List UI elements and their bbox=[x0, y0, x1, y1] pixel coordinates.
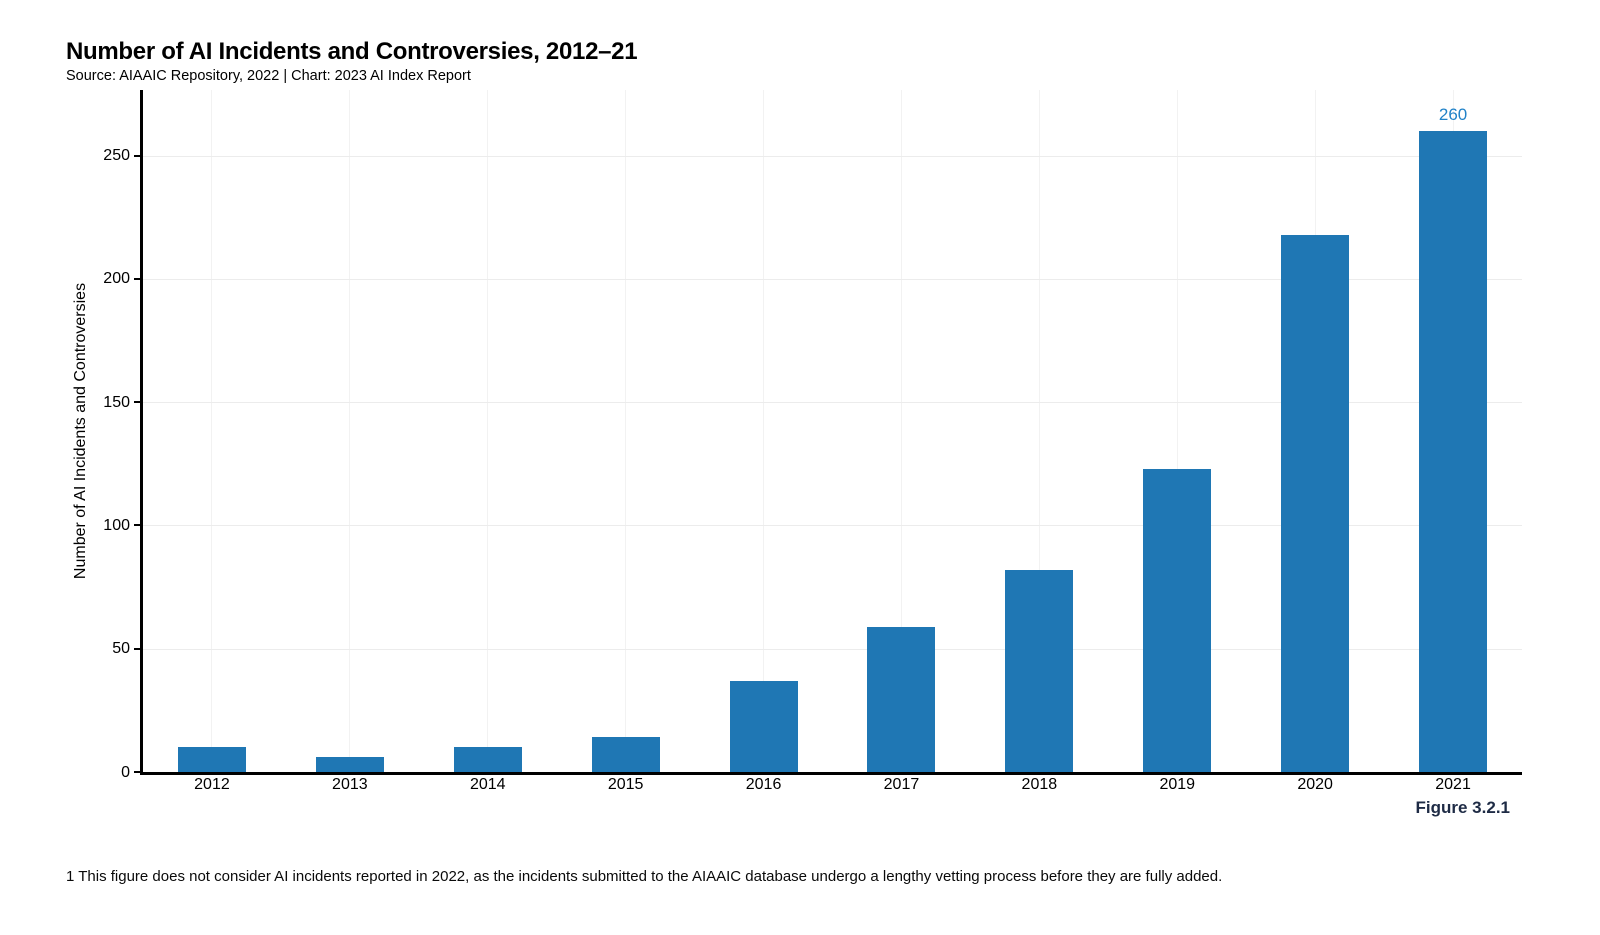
bar-2020 bbox=[1281, 234, 1350, 772]
plot-area bbox=[140, 90, 1522, 775]
y-axis-tick-label: 250 bbox=[103, 147, 130, 165]
bar-2019 bbox=[1143, 468, 1212, 772]
x-axis-tick-label: 2015 bbox=[607, 776, 644, 793]
bar-2016 bbox=[729, 680, 798, 772]
bar-2013 bbox=[315, 757, 384, 772]
y-axis-tick-mark bbox=[134, 771, 142, 773]
vertical-gridline bbox=[625, 90, 627, 772]
x-axis-tick-label: 2018 bbox=[1021, 776, 1058, 793]
x-axis-tick-label: 2012 bbox=[194, 776, 230, 793]
y-axis-tick-label: 0 bbox=[121, 763, 130, 781]
chart-title: Number of AI Incidents and Controversies… bbox=[66, 38, 638, 65]
bar-2015 bbox=[591, 737, 660, 772]
y-axis-tick-mark bbox=[134, 524, 142, 527]
x-axis-tick-label: 2019 bbox=[1159, 776, 1196, 793]
bar-2018 bbox=[1005, 569, 1074, 772]
horizontal-gridline bbox=[143, 525, 1522, 527]
y-axis-tick-label: 150 bbox=[103, 393, 130, 411]
vertical-gridline bbox=[900, 90, 902, 772]
x-axis-tick-label: 2016 bbox=[745, 776, 782, 793]
horizontal-gridline bbox=[143, 402, 1522, 404]
y-axis-tick-mark bbox=[134, 277, 142, 280]
bar-2017 bbox=[867, 626, 936, 772]
x-axis-tick-label: 2017 bbox=[883, 776, 920, 793]
vertical-gridline bbox=[763, 90, 765, 772]
y-axis-tick-mark bbox=[134, 647, 142, 650]
vertical-gridline bbox=[349, 90, 351, 772]
horizontal-gridline bbox=[143, 278, 1522, 280]
bar-value-annotation: 260 bbox=[1438, 104, 1468, 124]
vertical-gridline bbox=[1176, 90, 1178, 772]
x-axis-tick-label: 2020 bbox=[1297, 776, 1333, 793]
bar-2021 bbox=[1419, 130, 1488, 772]
footnote: 1 This figure does not consider AI incid… bbox=[66, 868, 1223, 885]
y-axis-tick-label: 100 bbox=[103, 516, 130, 534]
figure-label: Figure 3.2.1 bbox=[1415, 798, 1510, 817]
y-axis-tick-label: 50 bbox=[112, 640, 130, 658]
vertical-gridline bbox=[487, 90, 489, 772]
horizontal-gridline bbox=[143, 155, 1522, 157]
bar-2012 bbox=[177, 747, 246, 772]
vertical-gridline bbox=[211, 90, 213, 772]
horizontal-gridline bbox=[143, 648, 1522, 650]
x-axis-tick-label: 2021 bbox=[1435, 776, 1471, 793]
chart-subtitle: Source: AIAAIC Repository, 2022 | Chart:… bbox=[66, 68, 471, 84]
bar-2014 bbox=[453, 747, 522, 772]
y-axis-tick-label: 200 bbox=[103, 270, 130, 288]
x-axis-tick-label: 2013 bbox=[332, 776, 368, 793]
vertical-gridline bbox=[1038, 90, 1040, 772]
x-axis-tick-label: 2014 bbox=[469, 776, 506, 793]
y-axis-tick-mark bbox=[134, 401, 142, 404]
y-axis-tick-mark bbox=[134, 154, 142, 157]
